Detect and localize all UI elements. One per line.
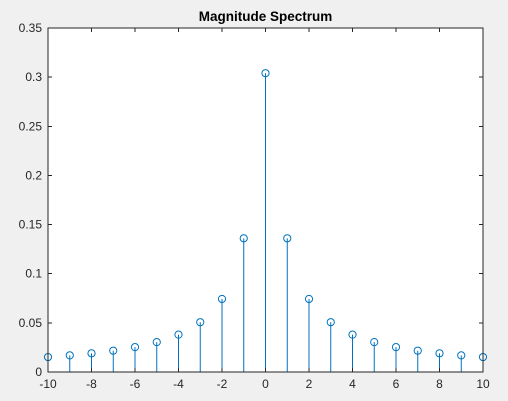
- stem-marker: [283, 234, 292, 243]
- x-tick-label: -10: [39, 377, 57, 391]
- stem-marker: [413, 346, 422, 355]
- axes-layer: -10 -8 -6 -4 -2 0 2 4 6 8 10 0 0.05 0.1 0.15 0.2 0.25 0.3…: [19, 21, 490, 391]
- x-tick-label: 0: [262, 377, 269, 391]
- stem-marker: [304, 294, 314, 304]
- stem-marker: [217, 294, 227, 304]
- stem-marker: [239, 234, 248, 243]
- stem-marker: [261, 69, 270, 78]
- x-tick-label: 10: [476, 377, 490, 391]
- y-tick-label: 0.35: [19, 21, 43, 35]
- y-tick-label: 0.15: [19, 218, 43, 232]
- x-tick-label: -2: [217, 377, 228, 391]
- stem-marker: [65, 351, 74, 360]
- y-tick-label: 0.1: [25, 267, 42, 281]
- stem-marker: [370, 338, 379, 347]
- stem-marker: [174, 330, 183, 339]
- stem-marker: [152, 338, 161, 347]
- stems-layer: [43, 69, 488, 372]
- stem-marker: [391, 343, 401, 352]
- x-tick-label: -6: [130, 377, 141, 391]
- y-tick-label: 0.25: [19, 119, 43, 133]
- y-tick-label: 0.3: [25, 70, 42, 84]
- stem-marker: [326, 318, 335, 327]
- x-tick-label: -4: [173, 377, 184, 391]
- x-tick-label: -8: [86, 377, 97, 391]
- stem-marker: [435, 349, 444, 358]
- y-tick-label: 0.05: [19, 316, 43, 330]
- stem-marker: [87, 349, 96, 358]
- x-tick-label: 6: [393, 377, 400, 391]
- stem-marker: [109, 346, 118, 355]
- stem-marker: [130, 343, 140, 352]
- x-tick-label: 8: [436, 377, 443, 391]
- stem-marker: [457, 351, 466, 360]
- stem-marker: [348, 330, 357, 339]
- y-tick-label: 0.2: [25, 168, 42, 182]
- x-tick-label: 2: [306, 377, 313, 391]
- chart-title: Magnitude Spectrum: [199, 9, 333, 24]
- y-tick-label: 0: [35, 365, 42, 379]
- stem-marker: [196, 318, 205, 327]
- x-tick-label: 4: [349, 377, 356, 391]
